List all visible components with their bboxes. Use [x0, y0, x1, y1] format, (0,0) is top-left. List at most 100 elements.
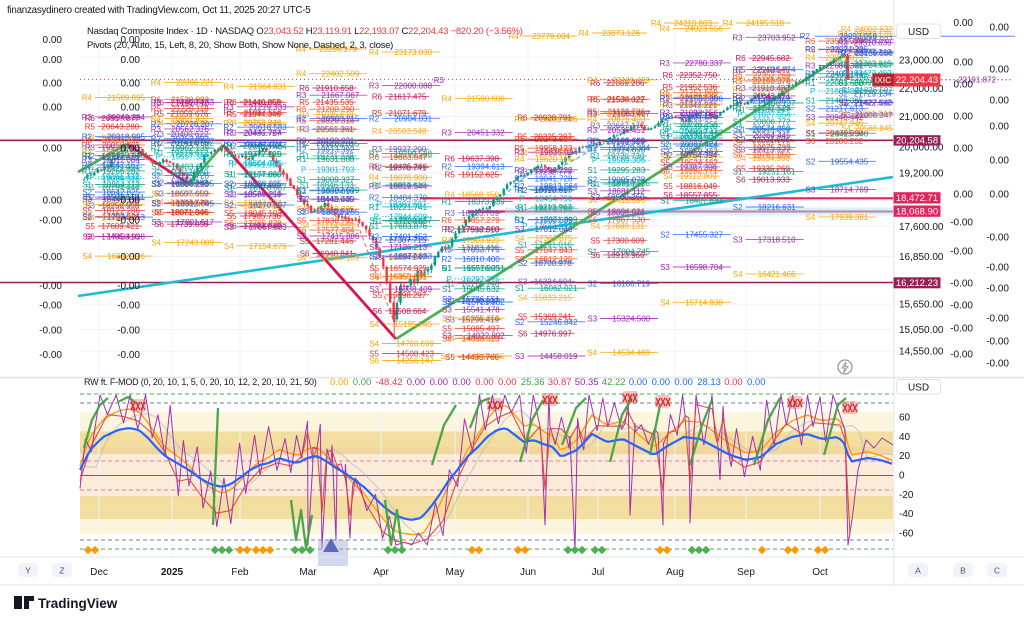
- svg-text:R1: R1: [82, 167, 93, 176]
- svg-text:19803.589: 19803.589: [534, 149, 572, 158]
- svg-text:R3: R3: [223, 103, 234, 112]
- svg-text:R5: R5: [514, 144, 525, 153]
- svg-text:S4: S4: [85, 213, 95, 222]
- svg-text:18642.825: 18642.825: [102, 188, 140, 197]
- svg-text:18681.112: 18681.112: [608, 187, 646, 196]
- svg-text:P: P: [87, 175, 92, 184]
- svg-text:21342.221: 21342.221: [679, 101, 717, 110]
- svg-text:21918.483: 21918.483: [752, 84, 790, 93]
- svg-text:R3: R3: [732, 33, 743, 42]
- svg-text:R3: R3: [372, 145, 383, 154]
- svg-text:21426.062: 21426.062: [244, 98, 282, 107]
- svg-text:19853.347: 19853.347: [102, 148, 140, 157]
- svg-text:21617.475: 21617.475: [389, 93, 427, 102]
- svg-text:22780.337: 22780.337: [685, 59, 723, 68]
- svg-text:R4: R4: [509, 32, 520, 41]
- svg-text:18714.769: 18714.769: [830, 186, 868, 195]
- svg-text:20986.181: 20986.181: [679, 112, 717, 121]
- svg-text:Apr: Apr: [373, 567, 389, 578]
- svg-text:23271.295: 23271.295: [830, 45, 868, 54]
- svg-text:19683.847: 19683.847: [389, 153, 427, 162]
- svg-text:18819.544: 18819.544: [389, 182, 427, 191]
- svg-text:22539.774: 22539.774: [758, 66, 796, 75]
- svg-text:R4: R4: [442, 94, 453, 103]
- svg-text:P: P: [522, 222, 527, 231]
- svg-text:19835.014: 19835.014: [540, 148, 578, 157]
- svg-text:17939.381: 17939.381: [830, 213, 868, 222]
- svg-text:19039.315: 19039.315: [102, 175, 140, 184]
- svg-text:0.00: 0.00: [43, 196, 63, 207]
- svg-text:20192.921: 20192.921: [317, 137, 355, 146]
- svg-text:19091.433: 19091.433: [101, 173, 139, 182]
- svg-text:R1: R1: [442, 264, 453, 273]
- svg-text:S5: S5: [154, 208, 164, 217]
- svg-text:S1: S1: [82, 181, 92, 190]
- svg-text:-0.00: -0.00: [950, 350, 973, 361]
- svg-text:Y: Y: [25, 566, 31, 576]
- svg-text:S1: S1: [224, 170, 234, 179]
- svg-text:17126.213: 17126.213: [389, 243, 427, 252]
- svg-text:S2: S2: [590, 193, 600, 202]
- svg-text:R4: R4: [226, 119, 237, 128]
- svg-text:P: P: [665, 127, 670, 136]
- svg-text:R4: R4: [372, 127, 383, 136]
- svg-text:14922.892: 14922.892: [467, 332, 505, 341]
- svg-text:R1: R1: [369, 203, 380, 212]
- svg-text:0.00: 0.00: [954, 144, 974, 155]
- svg-text:16576.251: 16576.251: [467, 264, 505, 273]
- svg-text:S3: S3: [736, 146, 746, 155]
- svg-text:19301.793: 19301.793: [317, 166, 355, 175]
- svg-text:R3: R3: [587, 109, 598, 118]
- svg-text:21751.868: 21751.868: [680, 89, 718, 98]
- svg-text:21129.786: 21129.786: [608, 107, 646, 116]
- svg-text:Jun: Jun: [520, 567, 536, 578]
- svg-text:23510.636: 23510.636: [854, 39, 892, 48]
- svg-text:0.00: 0.00: [954, 80, 974, 91]
- svg-text:R3: R3: [442, 128, 453, 137]
- svg-text:0.00: 0.00: [353, 377, 372, 388]
- svg-text:0.00: 0.00: [954, 112, 974, 123]
- svg-text:S2: S2: [85, 193, 95, 202]
- svg-text:17765.828: 17765.828: [244, 219, 282, 228]
- svg-text:23832.170: 23832.170: [854, 30, 892, 39]
- svg-text:R2: R2: [85, 152, 96, 161]
- svg-text:R1: R1: [442, 198, 453, 207]
- svg-text:-0.00: -0.00: [117, 216, 140, 227]
- svg-text:R5: R5: [442, 225, 453, 234]
- svg-text:Pivots (20, Auto, 15, Left, 8,: Pivots (20, Auto, 15, Left, 8, 20, Show …: [87, 40, 393, 51]
- svg-text:19914.890: 19914.890: [607, 146, 645, 155]
- svg-text:-0.00: -0.00: [950, 324, 973, 335]
- svg-text:19859.463: 19859.463: [680, 147, 718, 156]
- svg-text:20561.361: 20561.361: [316, 125, 354, 134]
- svg-text:R3: R3: [660, 59, 671, 68]
- svg-text:18886.223: 18886.223: [171, 180, 209, 189]
- svg-text:18071.846: 18071.846: [170, 208, 208, 217]
- svg-text:20537.248: 20537.248: [317, 126, 355, 135]
- svg-text:R4: R4: [369, 48, 380, 57]
- svg-text:R1: R1: [660, 120, 671, 129]
- svg-text:21910.658: 21910.658: [316, 84, 354, 93]
- svg-text:R1: R1: [226, 150, 237, 159]
- svg-text:20058.791: 20058.791: [102, 141, 140, 150]
- svg-text:R2: R2: [151, 120, 162, 129]
- svg-text:TradingView: TradingView: [38, 596, 118, 611]
- svg-text:19403.659: 19403.659: [171, 162, 209, 171]
- svg-text:18852.619: 18852.619: [389, 181, 427, 190]
- svg-text:S5: S5: [518, 313, 528, 322]
- svg-text:0.00: 0.00: [990, 96, 1010, 107]
- svg-text:20574.350: 20574.350: [753, 125, 791, 134]
- svg-text:S2: S2: [224, 179, 234, 188]
- svg-text:R2: R2: [226, 141, 237, 150]
- svg-text:18574.154: 18574.154: [243, 191, 281, 200]
- svg-text:24210.803: 24210.803: [674, 19, 712, 28]
- svg-text:14,550.00: 14,550.00: [899, 347, 944, 358]
- svg-text:23173.030: 23173.030: [394, 48, 432, 57]
- svg-text:R5: R5: [223, 108, 234, 117]
- svg-text:23703.952: 23703.952: [758, 33, 796, 42]
- svg-text:21406.137: 21406.137: [758, 99, 796, 108]
- svg-text:R6: R6: [732, 71, 743, 80]
- svg-text:R5: R5: [296, 117, 307, 126]
- svg-text:0.00: 0.00: [43, 78, 63, 89]
- svg-text:R5: R5: [372, 109, 383, 118]
- svg-text:0.00: 0.00: [674, 377, 693, 388]
